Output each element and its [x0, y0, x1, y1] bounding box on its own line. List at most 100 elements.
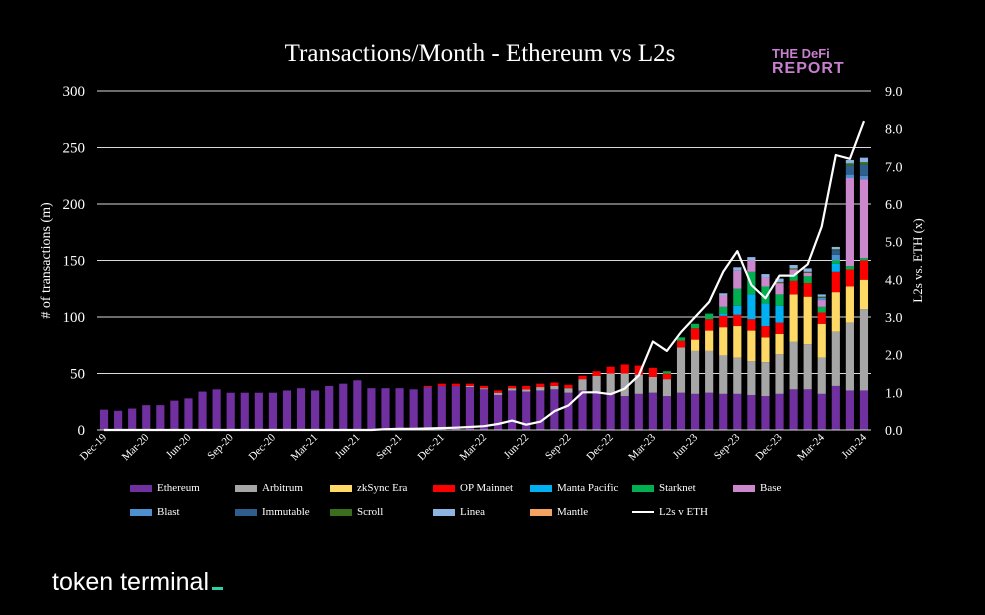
- bar-ethereum: [859, 390, 869, 430]
- bar-op-mainnet: [705, 319, 714, 331]
- bar-starknet: [775, 294, 784, 306]
- line-l2s-v-eth: [104, 120, 866, 432]
- bar-linea: [831, 246, 840, 250]
- legend-item: Mantle: [530, 506, 588, 518]
- bar-starknet: [803, 276, 812, 284]
- bar-linea: [775, 278, 784, 282]
- bar-blast: [817, 297, 826, 301]
- bar-op-mainnet: [803, 283, 812, 297]
- bar-ethereum: [395, 388, 404, 430]
- bar-op-mainnet: [606, 366, 615, 374]
- legend-label: Manta Pacific: [557, 482, 619, 494]
- bar-immutable: [845, 165, 854, 175]
- bar-ethereum: [142, 405, 151, 430]
- bar-op-mainnet: [423, 385, 432, 388]
- bar-op-mainnet: [733, 314, 742, 327]
- bar-scroll: [831, 249, 840, 251]
- bar-base: [845, 178, 854, 267]
- x-tick-label: Mar-20: [120, 431, 152, 463]
- y2-tick-label: 3.0: [885, 311, 903, 326]
- bar-ethereum: [747, 394, 756, 430]
- x-tick-label: Jun-24: [839, 431, 869, 461]
- bar-op-mainnet: [564, 384, 573, 389]
- bar-blast: [845, 174, 854, 179]
- bar-op-mainnet: [536, 383, 545, 388]
- bar-ethereum: [156, 405, 165, 430]
- bar-manta-pacific: [733, 305, 742, 315]
- bar-base: [719, 295, 728, 307]
- x-tick-label: Sep-21: [374, 432, 405, 463]
- bar-op-mainnet: [522, 385, 531, 390]
- bar-ethereum: [775, 393, 784, 430]
- bar-arbitrum: [620, 373, 629, 397]
- bar-base: [775, 283, 784, 295]
- bar-ethereum: [705, 392, 714, 430]
- legend-item: Manta Pacific: [530, 482, 618, 494]
- bar-zksync-era: [859, 279, 869, 310]
- y-tick-label: 0: [78, 423, 86, 439]
- bar-starknet: [761, 286, 770, 304]
- bar-base: [859, 179, 869, 259]
- y2-tick-label: 4.0: [885, 273, 903, 288]
- bar-arbitrum: [648, 376, 657, 393]
- y-tick-label: 50: [70, 367, 85, 383]
- bar-ethereum: [493, 394, 503, 430]
- legend-label: Ethereum: [157, 482, 200, 494]
- bar-scroll: [789, 268, 798, 270]
- bar-ethereum: [240, 392, 249, 430]
- bar-arbitrum: [747, 361, 756, 395]
- legend-swatch: [632, 511, 654, 513]
- brand-cursor-mark: [212, 587, 224, 590]
- bar-starknet: [676, 337, 686, 341]
- bar-ethereum: [522, 391, 531, 430]
- bar-op-mainnet: [789, 280, 798, 295]
- bar-ethereum: [282, 390, 292, 430]
- bar-arbitrum: [719, 355, 728, 394]
- bar-starknet: [691, 323, 700, 329]
- legend-swatch: [330, 508, 352, 516]
- legend-label: Blast: [157, 506, 180, 518]
- legend-label: L2s v ETH: [659, 506, 708, 518]
- bar-linea: [817, 294, 826, 297]
- x-tick-label: Dec-23: [753, 431, 785, 463]
- x-tick-label: Mar-24: [795, 431, 827, 463]
- legend-item: L2s v ETH: [632, 506, 708, 518]
- bar-arbitrum: [705, 350, 714, 393]
- legend-swatch: [530, 484, 552, 492]
- bar-op-mainnet: [508, 385, 517, 389]
- bar-op-mainnet: [817, 312, 826, 324]
- y2-tick-label: 0.0: [885, 424, 903, 439]
- bar-ethereum: [676, 392, 686, 430]
- legend-label: OP Mainnet: [460, 482, 514, 494]
- bar-ethereum: [409, 389, 418, 430]
- bar-arbitrum: [691, 350, 700, 394]
- bar-manta-pacific: [719, 313, 728, 316]
- y2-tick-label: 9.0: [885, 85, 903, 100]
- y-tick-label: 100: [63, 310, 86, 326]
- bar-op-mainnet: [592, 371, 601, 376]
- bar-ethereum: [367, 388, 376, 430]
- bar-ethereum: [184, 398, 193, 430]
- bar-ethereum: [339, 383, 348, 430]
- bar-arbitrum: [761, 362, 770, 397]
- bar-zksync-era: [761, 337, 770, 363]
- y-tick-label: 300: [63, 84, 86, 100]
- bar-ethereum: [508, 390, 517, 430]
- bar-arbitrum: [606, 373, 615, 394]
- bar-linea: [747, 257, 756, 261]
- y-axis-title: # of transactions (m): [39, 202, 54, 319]
- bar-scroll: [775, 281, 784, 284]
- x-tick-label: Dec-20: [247, 431, 279, 463]
- y2-tick-label: 1.0: [885, 386, 903, 401]
- x-tick-label: Mar-22: [457, 432, 489, 464]
- bar-scroll: [817, 296, 826, 298]
- bar-manta-pacific: [831, 263, 840, 272]
- bar-zksync-era: [831, 292, 840, 332]
- x-tick-label: Dec-21: [416, 432, 447, 463]
- bar-arbitrum: [465, 385, 475, 388]
- bar-blast: [831, 254, 840, 261]
- bar-ethereum: [761, 396, 770, 430]
- x-tick-label: Jun-23: [671, 431, 701, 461]
- legend-swatch: [130, 508, 152, 516]
